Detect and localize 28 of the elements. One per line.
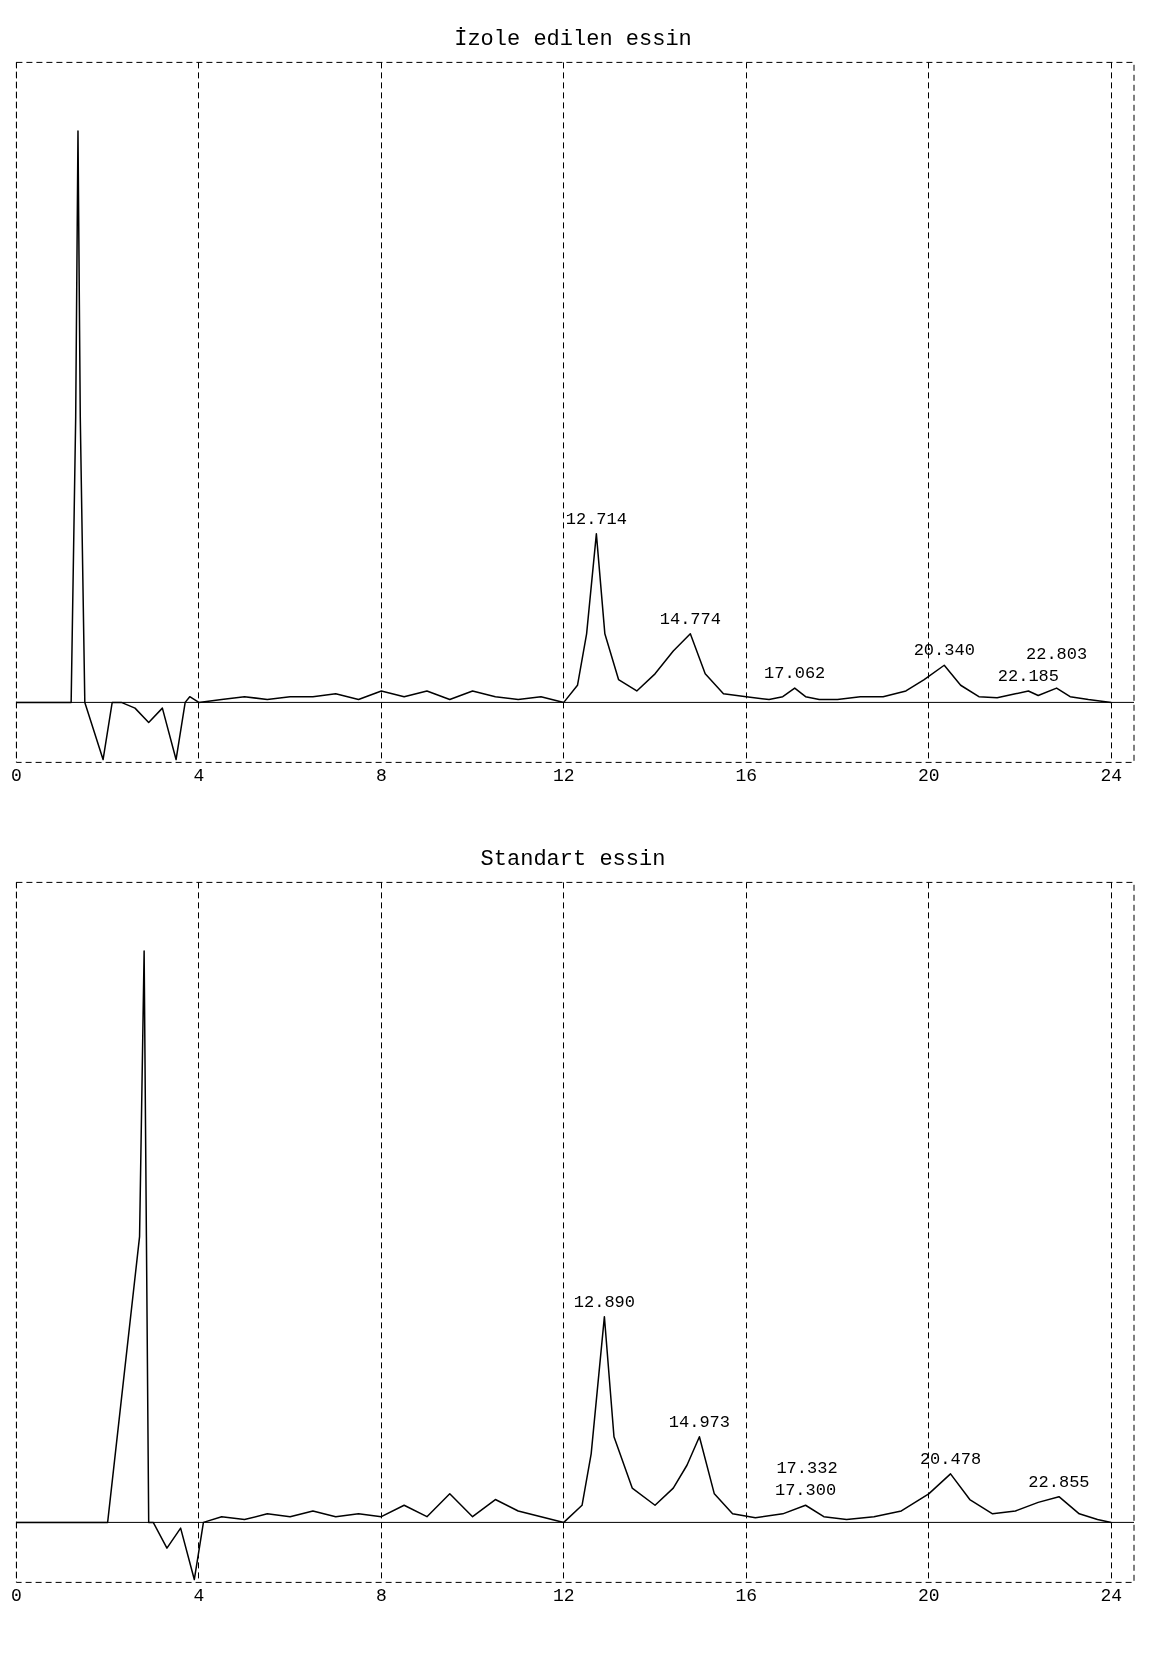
- x-tick-label: 24: [1100, 765, 1122, 786]
- x-tick-label: 8: [375, 765, 387, 786]
- annotation: 17.062: [764, 664, 826, 684]
- annotation: 12.714: [565, 509, 627, 529]
- x-tick-label: 24: [1100, 1585, 1122, 1606]
- annotation: 22.803: [1025, 644, 1088, 664]
- annotation: 17.332: [776, 1459, 838, 1479]
- annotation: 20.340: [913, 641, 975, 661]
- x-tick-label: 12: [552, 765, 575, 786]
- x-tick-label: 4: [193, 1585, 205, 1606]
- annotation: 14.774: [659, 609, 721, 629]
- x-tick-label: 4: [193, 765, 205, 786]
- chart-title: İzole edilen essin: [454, 27, 692, 53]
- annotation: 12.890: [573, 1292, 635, 1312]
- annotation: 22.185: [997, 666, 1060, 686]
- x-tick-label: 16: [735, 765, 758, 786]
- x-tick-label: 16: [735, 1585, 758, 1606]
- annotation: 20.478: [919, 1449, 982, 1469]
- x-tick-label: 0: [10, 765, 22, 786]
- x-tick-label: 0: [10, 1585, 22, 1606]
- annotation: 14.973: [668, 1412, 731, 1432]
- annotation: 17.300: [774, 1481, 837, 1501]
- x-tick-label: 20: [917, 1585, 940, 1606]
- x-tick-label: 8: [375, 1585, 387, 1606]
- chart-title: Standart essin: [480, 847, 666, 873]
- annotation: 22.855: [1028, 1472, 1090, 1492]
- x-tick-label: 20: [917, 765, 940, 786]
- x-tick-label: 12: [552, 1585, 575, 1606]
